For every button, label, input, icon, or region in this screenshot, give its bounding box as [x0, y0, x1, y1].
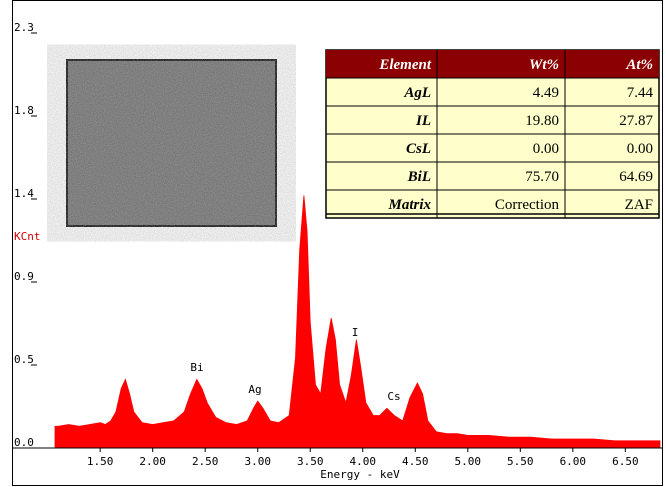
table-cell: 7.44: [627, 85, 654, 101]
table-cell: ZAF: [625, 197, 653, 213]
row-header: AgL: [403, 85, 431, 101]
x-axis-label: Energy - keV: [320, 468, 400, 481]
table-cell: 0.00: [627, 141, 653, 157]
x-tick-label: 4.50: [402, 455, 429, 468]
y-axis-label: KCnt: [14, 230, 41, 243]
x-tick-label: 3.00: [244, 455, 271, 468]
y-tick-label: 0.0: [14, 436, 34, 449]
peak-label: Bi: [190, 361, 203, 374]
peak-label: Cs: [387, 390, 400, 403]
row-header: CsL: [406, 141, 431, 157]
result-table: Element Wt% At% AgL 4.49 7.44 IL 19.80 27.87 CsL 0…: [325, 49, 660, 219]
table-cell: 75.70: [525, 169, 559, 185]
peak-label: I: [352, 326, 359, 339]
table-header: [326, 50, 659, 78]
x-tick-label: 3.50: [297, 455, 324, 468]
y-tick-label: 1.4: [14, 187, 34, 200]
x-tick-label: 1.50: [87, 455, 114, 468]
table-cell: Correction: [495, 197, 560, 213]
table-cell: 27.87: [619, 113, 653, 129]
sem-image: [66, 59, 277, 227]
peak-label: Ag: [248, 383, 261, 396]
column-header: Wt%: [529, 57, 559, 73]
table-cell: 4.49: [533, 85, 559, 101]
x-tick-label: 2.00: [139, 455, 166, 468]
column-header: Element: [378, 57, 431, 73]
table-cell: 0.00: [533, 141, 559, 157]
x-tick-label: 5.00: [455, 455, 482, 468]
x-tick-label: 6.50: [612, 455, 639, 468]
table-cell: 64.69: [619, 169, 653, 185]
y-tick-label: 0.5: [14, 353, 34, 366]
y-tick-label: 2.3: [14, 21, 34, 34]
plot: 0.0 0.5 0.9 1.4 1.8 2.3 1.50 2.00 2.50 3.00 3.50 4.…: [12, 21, 662, 468]
column-header: At%: [625, 57, 653, 73]
y-tick-label: 0.9: [14, 270, 34, 283]
table-cell: 19.80: [525, 113, 559, 129]
spectrum-area: [54, 195, 661, 449]
row-header: BiL: [407, 169, 431, 185]
y-tick-label: 1.8: [14, 104, 34, 117]
x-tick-label: 2.50: [192, 455, 219, 468]
x-tick-label: 4.00: [350, 455, 377, 468]
row-header: Matrix: [387, 197, 431, 213]
x-tick-label: 6.00: [560, 455, 587, 468]
row-header: IL: [415, 113, 431, 129]
x-tick-label: 5.50: [507, 455, 534, 468]
